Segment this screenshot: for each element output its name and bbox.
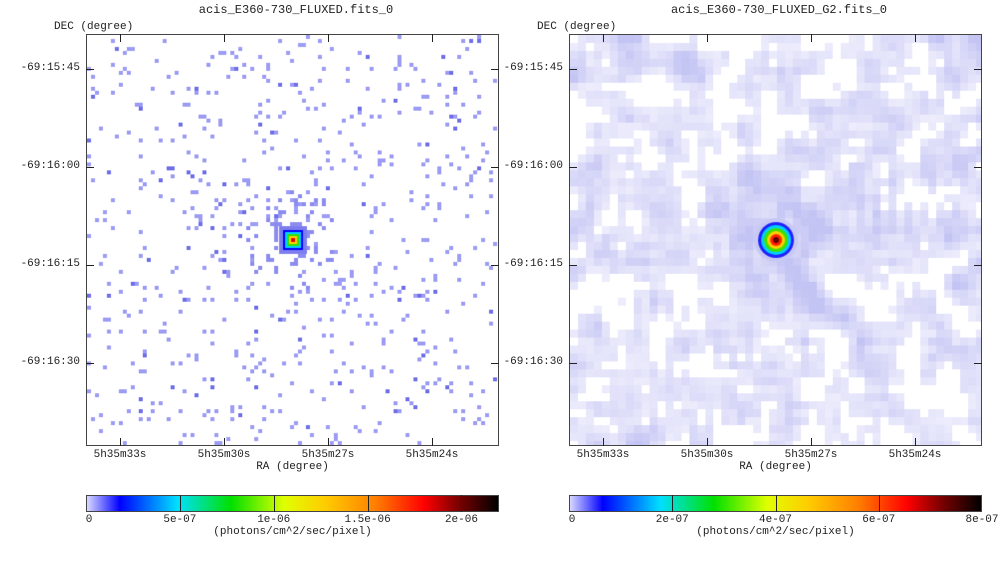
- panel-title: acis_E360-730_FLUXED_G2.fits_0: [670, 3, 888, 17]
- dec-tick-label: -69:16:00: [503, 160, 563, 172]
- dec-tick: [86, 363, 94, 364]
- colorbar-tick-label: 6e-07: [862, 514, 896, 526]
- colorbar-tick-label: 5e-07: [163, 514, 197, 526]
- colorbar-tick-label: 2e-07: [655, 514, 689, 526]
- ra-tick: [603, 438, 604, 446]
- ra-tick: [328, 438, 329, 446]
- ra-tick: [432, 34, 433, 42]
- dec-tick: [569, 265, 577, 266]
- dec-tick-label: -69:16:30: [503, 356, 563, 368]
- colorbar-tick-label: 2e-06: [444, 514, 478, 526]
- dec-tick: [491, 363, 499, 364]
- colorbar-tick: [775, 495, 777, 512]
- ra-tick-label: 5h35m24s: [405, 449, 459, 461]
- dec-axis-label: DEC (degree): [537, 21, 617, 33]
- colorbar-tick: [367, 495, 369, 512]
- colorbar-unit-label: (photons/cm^2/sec/pixel): [213, 526, 372, 538]
- panel-title: acis_E360-730_FLUXED.fits_0: [198, 3, 394, 17]
- ra-tick: [120, 438, 121, 446]
- ra-tick: [915, 438, 916, 446]
- image-canvas[interactable]: [86, 34, 499, 446]
- dec-axis-label: DEC (degree): [54, 21, 134, 33]
- ra-tick-label: 5h35m27s: [301, 449, 355, 461]
- dec-tick: [491, 69, 499, 70]
- dec-tick-label: -69:16:15: [20, 258, 80, 270]
- ra-tick: [707, 438, 708, 446]
- dec-tick: [569, 363, 577, 364]
- colorbar-tick: [461, 495, 463, 512]
- ra-tick: [432, 438, 433, 446]
- ra-tick: [707, 34, 708, 42]
- dec-tick: [974, 363, 982, 364]
- dec-tick-label: -69:16:30: [20, 356, 80, 368]
- colorbar-tick-label: 4e-07: [758, 514, 793, 526]
- colorbar-tick-label: 1.5e-06: [344, 514, 391, 526]
- dec-tick: [86, 69, 94, 70]
- dec-tick: [974, 167, 982, 168]
- ra-tick-label: 5h35m30s: [680, 449, 734, 461]
- colorbar-tick: [179, 495, 181, 512]
- dec-tick: [491, 167, 499, 168]
- dec-tick: [491, 265, 499, 266]
- dec-tick-label: -69:16:15: [503, 258, 563, 270]
- ra-tick-label: 5h35m33s: [576, 449, 630, 461]
- dec-tick: [569, 69, 577, 70]
- colorbar-tick: [672, 495, 674, 512]
- dec-tick-label: -69:16:00: [20, 160, 80, 172]
- ra-tick: [603, 34, 604, 42]
- ra-axis-label: RA (degree): [256, 461, 329, 473]
- colorbar-tick-label: 8e-07: [965, 514, 999, 526]
- ra-tick: [811, 438, 812, 446]
- dec-tick: [974, 69, 982, 70]
- dec-tick: [86, 265, 94, 266]
- colorbar-tick-label: 0: [85, 514, 93, 526]
- ra-tick: [915, 34, 916, 42]
- dec-tick-label: -69:15:45: [503, 62, 563, 74]
- dec-tick: [569, 167, 577, 168]
- colorbar-tick: [273, 495, 275, 512]
- ra-tick: [120, 34, 121, 42]
- ra-tick-label: 5h35m24s: [888, 449, 942, 461]
- ra-tick: [224, 34, 225, 42]
- colorbar: [86, 495, 499, 512]
- colorbar-tick-label: 1e-06: [257, 514, 291, 526]
- ra-tick: [224, 438, 225, 446]
- image-canvas[interactable]: [569, 34, 982, 446]
- ra-tick: [811, 34, 812, 42]
- dec-tick-label: -69:15:45: [20, 62, 80, 74]
- colorbar-unit-label: (photons/cm^2/sec/pixel): [696, 526, 855, 538]
- ra-tick-label: 5h35m27s: [784, 449, 838, 461]
- dec-tick: [86, 167, 94, 168]
- dec-tick: [974, 265, 982, 266]
- ra-tick-label: 5h35m33s: [93, 449, 147, 461]
- ra-tick: [328, 34, 329, 42]
- ra-axis-label: RA (degree): [739, 461, 812, 473]
- ra-tick-label: 5h35m30s: [197, 449, 251, 461]
- colorbar-tick: [878, 495, 880, 512]
- colorbar-tick-label: 0: [568, 514, 576, 526]
